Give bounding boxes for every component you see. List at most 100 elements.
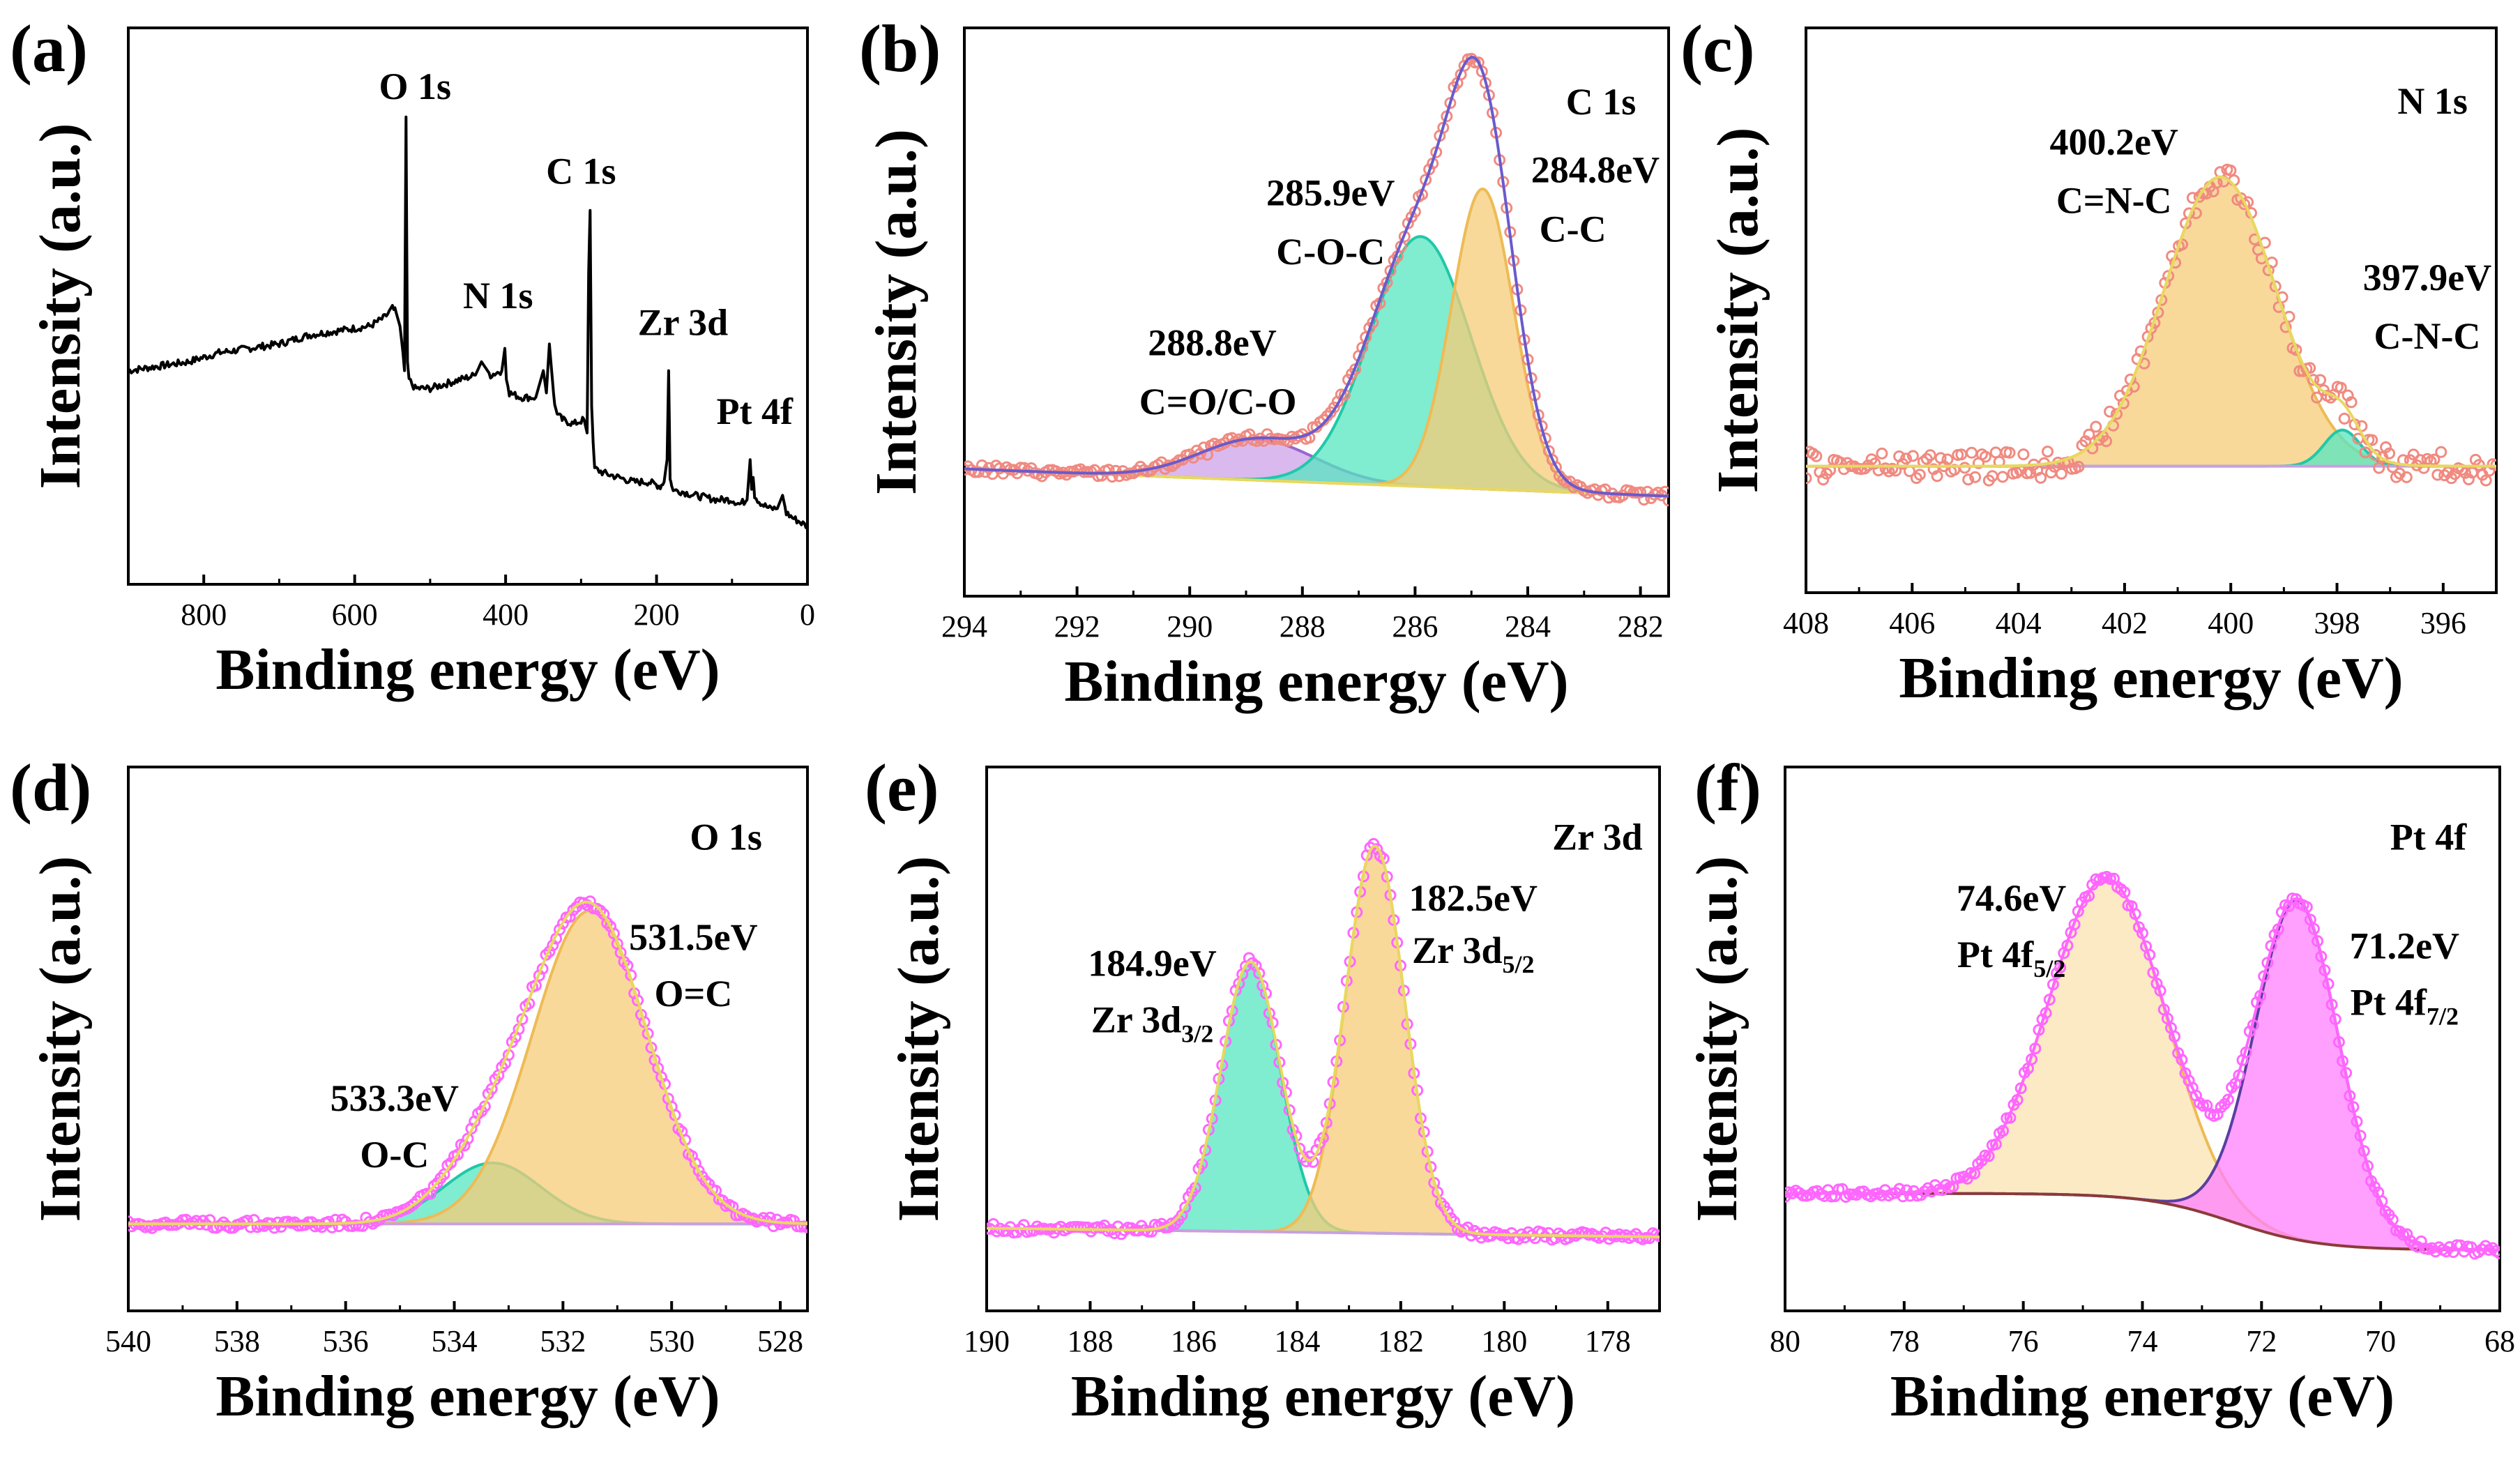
raw-point [1989, 446, 2002, 459]
raw-point [607, 927, 620, 940]
raw-point [2480, 474, 2492, 487]
x-tick-label-c: 400 [2208, 606, 2254, 640]
raw-point [2090, 420, 2102, 433]
component-fill-c-0 [1806, 176, 2496, 466]
raw-point [2373, 462, 2385, 474]
raw-point [801, 1221, 807, 1233]
plot-area-e [987, 837, 1660, 1246]
x-tick-label-d: 540 [105, 1324, 151, 1358]
peak-annotation-e: Zr 3d3/2 [1091, 999, 1214, 1048]
raw-point [1969, 471, 1982, 483]
raw-point [2083, 428, 2095, 441]
raw-point [2345, 396, 2358, 409]
plot-area-d [128, 895, 807, 1234]
raw-point [2222, 1093, 2234, 1106]
x-tick-label-d: 534 [432, 1324, 478, 1358]
x-tick-label-c: 408 [1783, 606, 1829, 640]
raw-point [2359, 446, 2371, 459]
raw-point [2072, 460, 2085, 473]
panel-label-d: (d) [10, 750, 91, 825]
x-axis-label-b: Binding energy (eV) [1064, 649, 1568, 714]
raw-point [2435, 446, 2447, 458]
x-tick-label-f: 78 [1889, 1324, 1920, 1358]
x-tick-label-c: 402 [2102, 606, 2148, 640]
peak-annotation-f: Pt 4f7/2 [2351, 982, 2459, 1031]
panel-b: 294 292 290 288 286 284 282 Binding energy (eV)… [859, 11, 1670, 714]
raw-point [1253, 967, 1266, 980]
panel-title-b: C 1s [1566, 81, 1637, 123]
raw-point [407, 1198, 420, 1210]
x-tick-label-a: 0 [800, 598, 815, 632]
panel-title-c: N 1s [2397, 80, 2468, 122]
peak-annotation-a: O 1s [379, 66, 451, 107]
raw-point [2379, 1205, 2392, 1217]
raw-point [594, 904, 607, 917]
plot-frame-a [127, 26, 809, 586]
peak-annotation-a: Pt 4f [717, 390, 794, 432]
peak-annotation-subscript: 7/2 [2427, 1003, 2459, 1031]
panel-label-e: (e) [865, 750, 939, 825]
raw-point [1931, 470, 1943, 483]
peak-annotation-f: Pt 4f5/2 [1957, 934, 2065, 982]
x-axis-label-c: Binding energy (eV) [1899, 646, 2403, 711]
panel-label-f: (f) [1694, 750, 1761, 825]
raw-point [1962, 473, 1975, 486]
panel-title-d: O 1s [690, 817, 762, 858]
raw-point [1959, 462, 1971, 474]
raw-point [567, 904, 579, 916]
raw-point [241, 1215, 253, 1227]
peak-annotation-b: 285.9eV [1266, 172, 1395, 213]
raw-point [1979, 450, 1991, 463]
raw-point [1328, 401, 1340, 413]
x-tick-label-b: 284 [1505, 609, 1551, 644]
raw-point [1821, 467, 1833, 480]
peak-annotation-d: 533.3eV [331, 1077, 459, 1119]
raw-point [2100, 435, 2113, 448]
x-tick-label-d: 528 [757, 1324, 803, 1358]
y-axis-label-b: Intensity (a.u.) [864, 129, 929, 495]
y-axis-label-e: Intensity (a.u.) [886, 856, 951, 1222]
panel-d: 540 538 536 534 532 530 528 Binding energy (eV)… [10, 750, 809, 1429]
component-fill-f-1 [1785, 900, 2500, 1250]
raw-point [2035, 471, 2047, 484]
peak-annotation-b: C-C [1540, 208, 1607, 250]
x-tick-label-b: 294 [941, 609, 987, 644]
x-tick-label-b: 282 [1618, 609, 1664, 644]
raw-point [2383, 447, 2396, 460]
raw-point [964, 460, 974, 473]
x-tick-label-e: 190 [964, 1324, 1010, 1358]
x-tick-label-b: 286 [1392, 609, 1438, 644]
x-axis-label-a: Binding energy (eV) [215, 637, 720, 702]
raw-point [1810, 450, 1823, 462]
x-tick-label-e: 178 [1585, 1324, 1631, 1358]
series-line-survey [128, 115, 807, 529]
raw-point [1913, 469, 1926, 481]
y-axis-label-d: Intensity (a.u.) [28, 856, 93, 1222]
fit-envelope-b [964, 56, 1669, 498]
panel-a: 800 600 400 200 0 Binding energy (eV) Intensit… [10, 11, 815, 702]
raw-point [1432, 1186, 1444, 1199]
plot-frame-b [963, 26, 1670, 598]
raw-point [2307, 374, 2320, 386]
x-tick-label-c: 396 [2420, 606, 2466, 640]
peak-annotation-e: Zr 3d5/2 [1412, 929, 1535, 978]
peak-annotation-d: O=C [654, 973, 732, 1015]
x-tick-label-a: 800 [181, 598, 227, 632]
peak-annotation-b: C-O-C [1276, 231, 1385, 273]
raw-point [2400, 471, 2413, 483]
peak-annotation-subscript: 3/2 [1181, 1020, 1213, 1048]
peak-annotation-d: 531.5eV [629, 916, 757, 958]
raw-point [190, 1215, 202, 1227]
raw-point [2431, 469, 2444, 481]
x-axis-label-e: Binding energy (eV) [1071, 1364, 1575, 1429]
raw-point [2335, 381, 2347, 394]
x-tick-label-b: 292 [1054, 609, 1100, 644]
raw-point [1966, 446, 1978, 459]
component-fill-c-1 [1806, 430, 2496, 466]
raw-point [1858, 462, 1871, 475]
fit-envelope-e [987, 844, 1660, 1238]
raw-point [1837, 463, 1850, 476]
raw-data-c [1806, 163, 2496, 487]
raw-point [2494, 1247, 2500, 1259]
peak-annotation-e: 184.9eV [1088, 943, 1216, 985]
